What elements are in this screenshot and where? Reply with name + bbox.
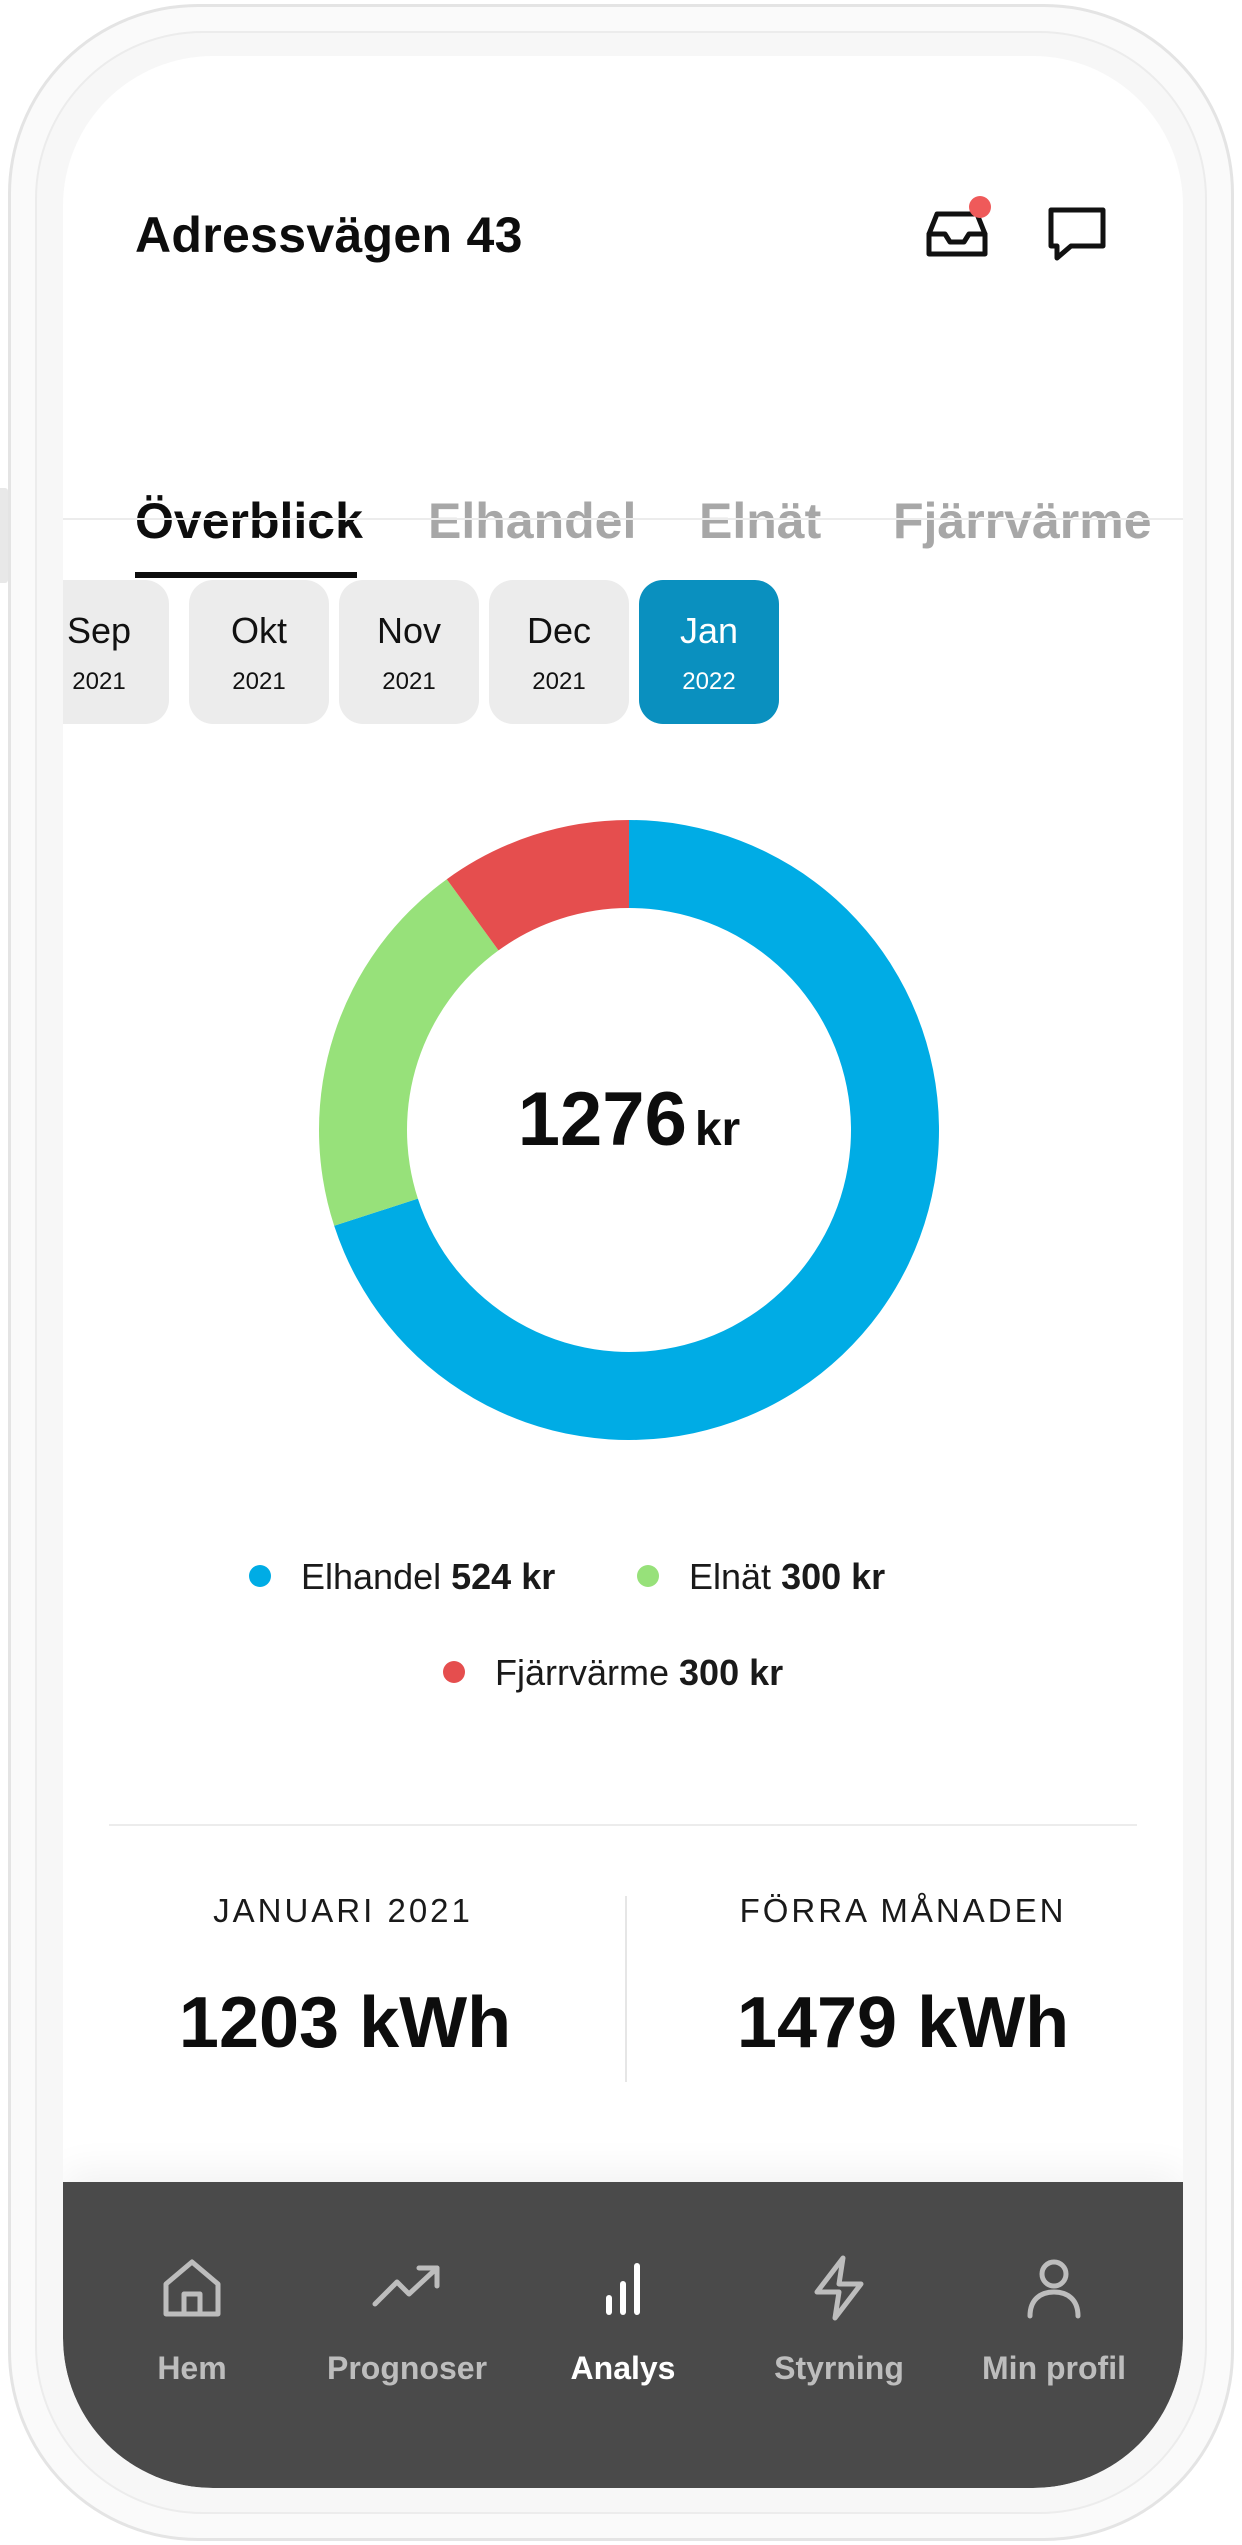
legend-elhandel: Elhandel 524 kr bbox=[249, 1556, 555, 1598]
month-chip-dec[interactable]: Dec 2021 bbox=[489, 580, 629, 724]
nav-label: Hem bbox=[157, 2350, 227, 2386]
app-screen: Adressvägen 43 Överblick Elhandel Elnät … bbox=[63, 56, 1183, 2488]
tab-fjarrvarme[interactable]: Fjärrvärme bbox=[893, 493, 1152, 549]
legend-name: Elnät bbox=[689, 1556, 772, 1597]
stat-value-previous-month: 1479 kWh bbox=[736, 1983, 1070, 2063]
legend-fjarrvarme: Fjärrvärme 300 kr bbox=[443, 1652, 783, 1694]
slice-elnat bbox=[319, 879, 499, 1226]
nav-analys[interactable]: Analys bbox=[523, 2252, 723, 2387]
legend-dot bbox=[637, 1565, 659, 1588]
home-icon bbox=[163, 2259, 221, 2317]
legend-dot bbox=[443, 1661, 465, 1684]
legend-name: Fjärrvärme bbox=[495, 1652, 670, 1693]
month-label: Okt bbox=[230, 610, 287, 651]
legend-name: Elhandel bbox=[301, 1556, 442, 1597]
year-label: 2021 bbox=[382, 668, 436, 695]
year-label: 2021 bbox=[232, 668, 286, 695]
tab-bar: Överblick Elhandel Elnät Fjärrvärme bbox=[63, 436, 1183, 578]
tab-elnat[interactable]: Elnät bbox=[699, 493, 822, 549]
stat-label-january: JANUARI 2021 bbox=[213, 1892, 473, 1929]
tab-overblick[interactable]: Överblick bbox=[135, 493, 363, 549]
legend-value: 524 kr bbox=[451, 1556, 556, 1597]
side-handle bbox=[0, 488, 8, 583]
nav-min-profil[interactable]: Min profil bbox=[954, 2252, 1154, 2387]
month-chip-nov[interactable]: Nov 2021 bbox=[339, 580, 479, 724]
legend-value: 300 kr bbox=[781, 1556, 886, 1597]
notification-dot bbox=[969, 196, 991, 218]
month-chip-jan[interactable]: Jan 2022 bbox=[639, 580, 779, 724]
nav-label: Min profil bbox=[982, 2350, 1126, 2386]
cost-donut-chart bbox=[319, 820, 939, 1440]
bar-chart-icon bbox=[606, 2263, 640, 2315]
year-label: 2021 bbox=[72, 668, 126, 695]
month-chip-sep[interactable]: Sep 2021 bbox=[63, 580, 169, 724]
nav-styrning[interactable]: Styrning bbox=[739, 2252, 939, 2387]
nav-label: Prognoser bbox=[326, 2350, 488, 2386]
year-label: 2022 bbox=[682, 668, 736, 695]
legend-dot bbox=[249, 1565, 271, 1588]
legend-elnat: Elnät 300 kr bbox=[637, 1556, 885, 1598]
month-label: Sep bbox=[66, 610, 132, 651]
nav-label: Analys bbox=[570, 2350, 676, 2386]
total-unit: kr bbox=[694, 1103, 741, 1156]
nav-label: Styrning bbox=[774, 2350, 904, 2386]
year-label: 2021 bbox=[532, 668, 586, 695]
month-label: Nov bbox=[376, 610, 442, 651]
tabs-divider bbox=[63, 518, 1183, 520]
active-tab-indicator bbox=[135, 572, 357, 578]
inbox-icon[interactable] bbox=[921, 198, 993, 270]
section-divider bbox=[109, 1824, 1137, 1826]
trending-up-icon bbox=[372, 2265, 440, 2307]
month-chip-okt[interactable]: Okt 2021 bbox=[189, 580, 329, 724]
nav-prognoser[interactable]: Prognoser bbox=[307, 2252, 507, 2387]
donut-total: 1276 kr bbox=[319, 1076, 939, 1163]
stat-label-previous-month: FÖRRA MÅNADEN bbox=[739, 1892, 1067, 1929]
lightning-icon bbox=[814, 2255, 864, 2321]
chat-bubble-icon[interactable] bbox=[1041, 198, 1113, 270]
month-label: Dec bbox=[526, 610, 592, 651]
stat-value-january: 1203 kWh bbox=[178, 1983, 512, 2063]
bottom-navigation: Hem Prognoser Analys Styrning bbox=[63, 2182, 1183, 2488]
legend-value: 300 kr bbox=[679, 1652, 784, 1693]
stat-divider bbox=[625, 1896, 627, 2082]
user-icon bbox=[1027, 2259, 1081, 2319]
slice-fjarrvarme bbox=[446, 820, 629, 951]
address-title: Adressvägen 43 bbox=[135, 207, 523, 263]
month-label: Jan bbox=[679, 610, 739, 651]
total-amount: 1276 bbox=[517, 1077, 687, 1162]
tab-elhandel[interactable]: Elhandel bbox=[428, 493, 637, 549]
nav-hem[interactable]: Hem bbox=[92, 2252, 292, 2387]
